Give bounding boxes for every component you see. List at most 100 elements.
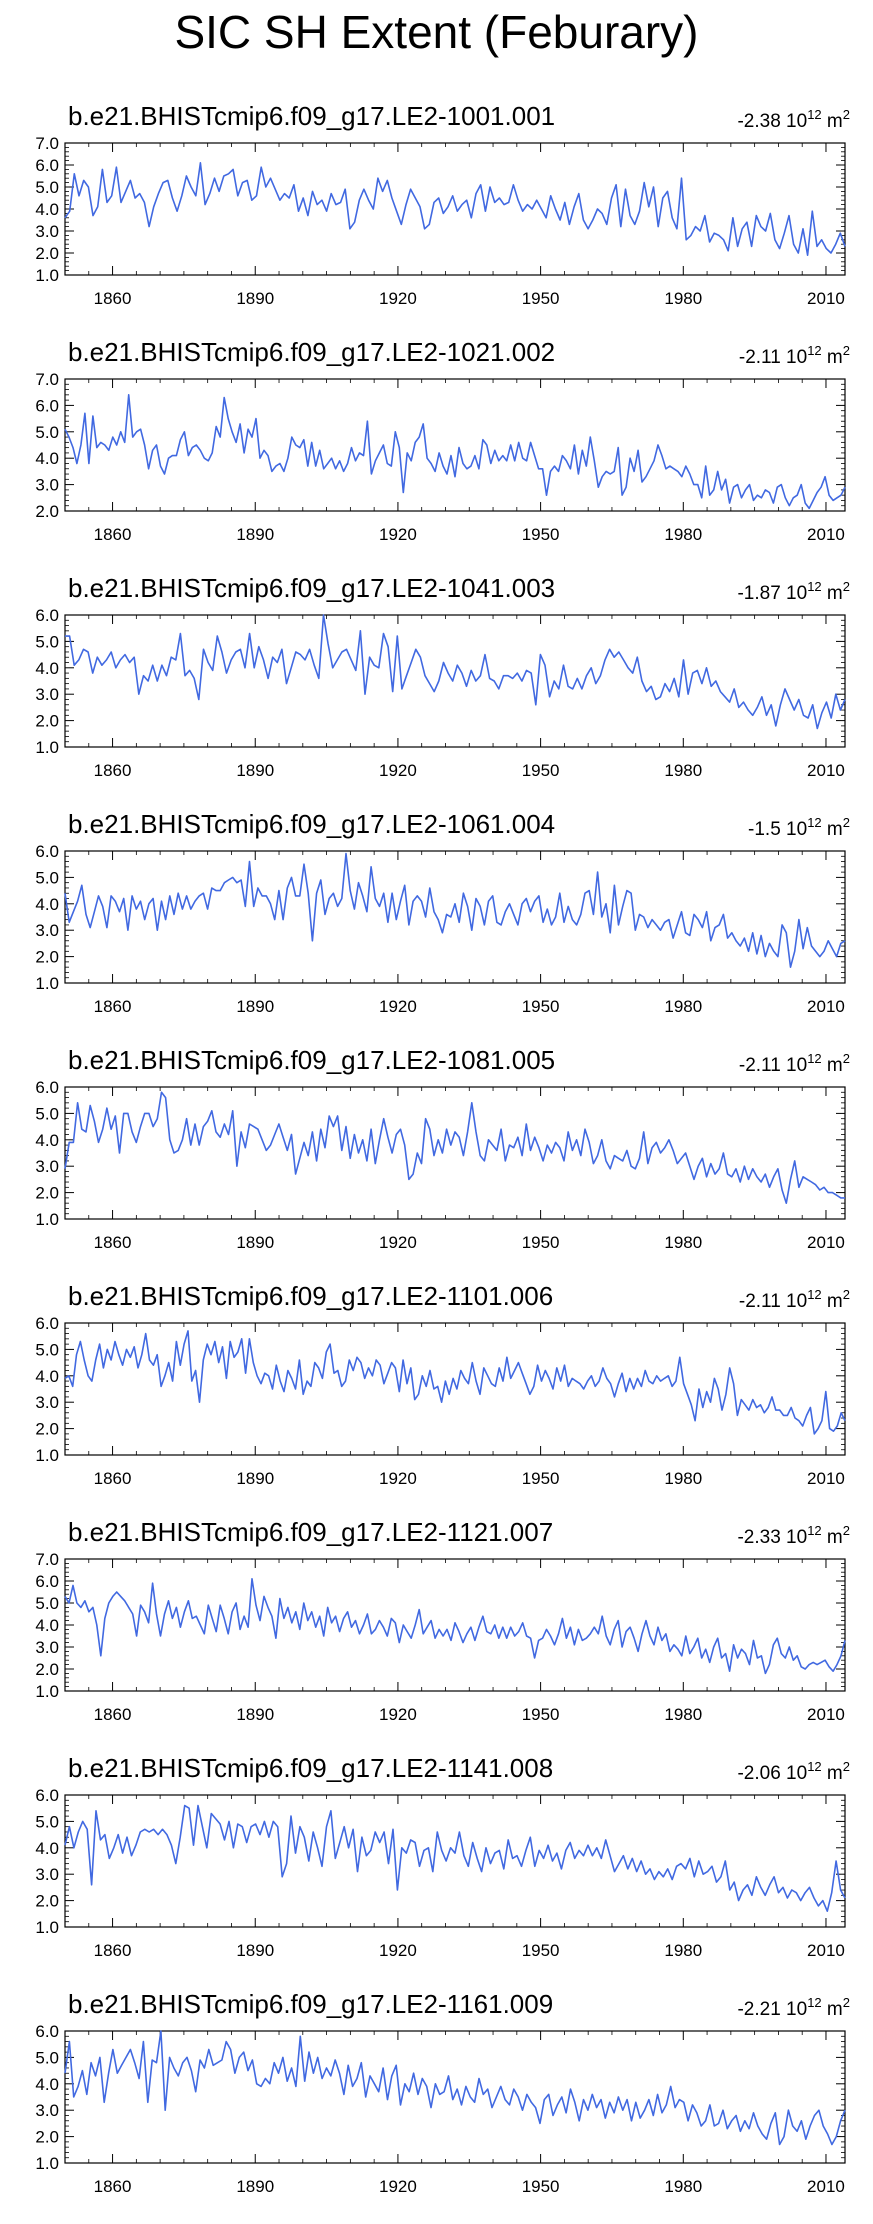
panel-1-series-line [64,162,846,256]
panel-4-title: b.e21.BHISTcmip6.f09_g17.LE2-1061.004 [68,809,555,839]
panel-9-xtick-label: 1980 [664,2177,702,2196]
panel-3-ytick-label: 1.0 [35,738,59,757]
panel-3-xtick-label: 2010 [807,761,845,780]
panel-9-xtick-label: 1950 [522,2177,560,2196]
panel-2-series-line [64,393,846,510]
panel-8-xtick-label: 1860 [94,1941,132,1960]
panel-9-ytick-label: 1.0 [35,2154,59,2173]
panel-4-trend-label: -1.5 1012 m2 [748,815,850,840]
panel-3-ytick-label: 5.0 [35,632,59,651]
panel-9-xtick-label: 2010 [807,2177,845,2196]
panel-3-ytick-label: 3.0 [35,685,59,704]
panel-2-ytick-label: 4.0 [35,449,59,468]
panel-1-xtick-label: 1890 [236,289,274,308]
panel-9-ytick-label: 5.0 [35,2048,59,2067]
panel-7-trend-label: -2.33 1012 m2 [737,1523,850,1548]
panel-3-trend-label: -1.87 1012 m2 [737,579,850,604]
panel-2-trend-label: -2.11 1012 m2 [739,343,850,368]
panel-4-ytick-label: 1.0 [35,974,59,993]
panel-6-xtick-label: 2010 [807,1469,845,1488]
panel-3-ytick-label: 6.0 [35,606,59,625]
panel-5-xtick-label: 2010 [807,1233,845,1252]
panel-6-ytick-label: 6.0 [35,1314,59,1333]
panel-8-ytick-label: 4.0 [35,1839,59,1858]
panel-1-ytick-label: 1.0 [35,266,59,285]
panel-3-xtick-label: 1920 [379,761,417,780]
panel-9-frame [64,2030,846,2164]
panel-7-xtick-label: 1920 [379,1705,417,1724]
panel-9-ytick-label: 2.0 [35,2128,59,2147]
panel-1-ytick-label: 4.0 [35,200,59,219]
panel-8-xtick-label: 1920 [379,1941,417,1960]
panel-8-xtick-label: 1950 [522,1941,560,1960]
panel-4-xtick-label: 1980 [664,997,702,1016]
panel-2-xtick-label: 1920 [379,525,417,544]
panel-7-ytick-label: 1.0 [35,1682,59,1701]
panel-4-ytick-label: 5.0 [35,868,59,887]
panel-2-ytick-label: 5.0 [35,423,59,442]
panel-3-xtick-label: 1860 [94,761,132,780]
panel-2-xtick-label: 1860 [94,525,132,544]
panel-5-trend-label: -2.11 1012 m2 [739,1051,850,1076]
panel-8-ytick-label: 5.0 [35,1812,59,1831]
panel-8-xtick-label: 1980 [664,1941,702,1960]
panel-4-series-line [64,852,846,969]
panel-5-ytick-label: 4.0 [35,1131,59,1150]
panel-3-xtick-label: 1950 [522,761,560,780]
panel-5-series-line [64,1091,845,1204]
panel-2-xtick-label: 1950 [522,525,560,544]
panel-7-xtick-label: 2010 [807,1705,845,1724]
panel-5-ytick-label: 6.0 [35,1078,59,1097]
panel-1-xtick-label: 1860 [94,289,132,308]
panel-8-ytick-label: 3.0 [35,1865,59,1884]
panel-2-ytick-label: 6.0 [35,396,59,415]
panel-1-xtick-label: 1950 [522,289,560,308]
panel-8-xtick-label: 1890 [236,1941,274,1960]
panel-7-xtick-label: 1890 [236,1705,274,1724]
panel-3-xtick-label: 1890 [236,761,274,780]
panel-3-title: b.e21.BHISTcmip6.f09_g17.LE2-1041.003 [68,573,555,603]
panel-5-ytick-label: 5.0 [35,1104,59,1123]
panel-6-ytick-label: 4.0 [35,1367,59,1386]
panel-8-trend-label: -2.06 1012 m2 [737,1759,850,1784]
panel-1-xtick-label: 2010 [807,289,845,308]
panel-1-title: b.e21.BHISTcmip6.f09_g17.LE2-1001.001 [68,101,555,131]
panel-2-xtick-label: 1890 [236,525,274,544]
panel-5-xtick-label: 1980 [664,1233,702,1252]
panel-1-trend-label: -2.38 1012 m2 [737,107,850,132]
panel-5-title: b.e21.BHISTcmip6.f09_g17.LE2-1081.005 [68,1045,555,1075]
panel-2-frame [64,378,846,512]
panel-4-ytick-label: 3.0 [35,921,59,940]
panel-8-xtick-label: 2010 [807,1941,845,1960]
panel-7-series-line [64,1578,846,1675]
panel-6-series-line [64,1330,846,1435]
panel-4-frame [64,850,846,984]
panel-6-title: b.e21.BHISTcmip6.f09_g17.LE2-1101.006 [68,1281,553,1311]
panel-1-frame [64,142,846,276]
panel-7-xtick-label: 1860 [94,1705,132,1724]
panel-2-ytick-label: 2.0 [35,502,59,521]
panel-3-series-line [65,614,846,730]
panel-2-xtick-label: 2010 [807,525,845,544]
panel-1-ytick-label: 7.0 [35,134,59,153]
panel-9-xtick-label: 1890 [236,2177,274,2196]
panel-6-ytick-label: 5.0 [35,1340,59,1359]
panel-8-title: b.e21.BHISTcmip6.f09_g17.LE2-1141.008 [68,1753,553,1783]
panel-8-ytick-label: 1.0 [35,1918,59,1937]
panel-6-xtick-label: 1920 [379,1469,417,1488]
panel-4-ytick-label: 6.0 [35,842,59,861]
panel-7-ytick-label: 7.0 [35,1550,59,1569]
panel-2-ytick-label: 7.0 [35,370,59,389]
panel-1-ytick-label: 2.0 [35,244,59,263]
panel-4-xtick-label: 2010 [807,997,845,1016]
panel-5-xtick-label: 1950 [522,1233,560,1252]
panel-6-xtick-label: 1890 [236,1469,274,1488]
panel-7-ytick-label: 2.0 [35,1660,59,1679]
panel-6-xtick-label: 1950 [522,1469,560,1488]
panel-5-xtick-label: 1860 [94,1233,132,1252]
panel-5-frame [64,1086,846,1220]
panel-3-xtick-label: 1980 [664,761,702,780]
panel-2-ytick-label: 3.0 [35,476,59,495]
